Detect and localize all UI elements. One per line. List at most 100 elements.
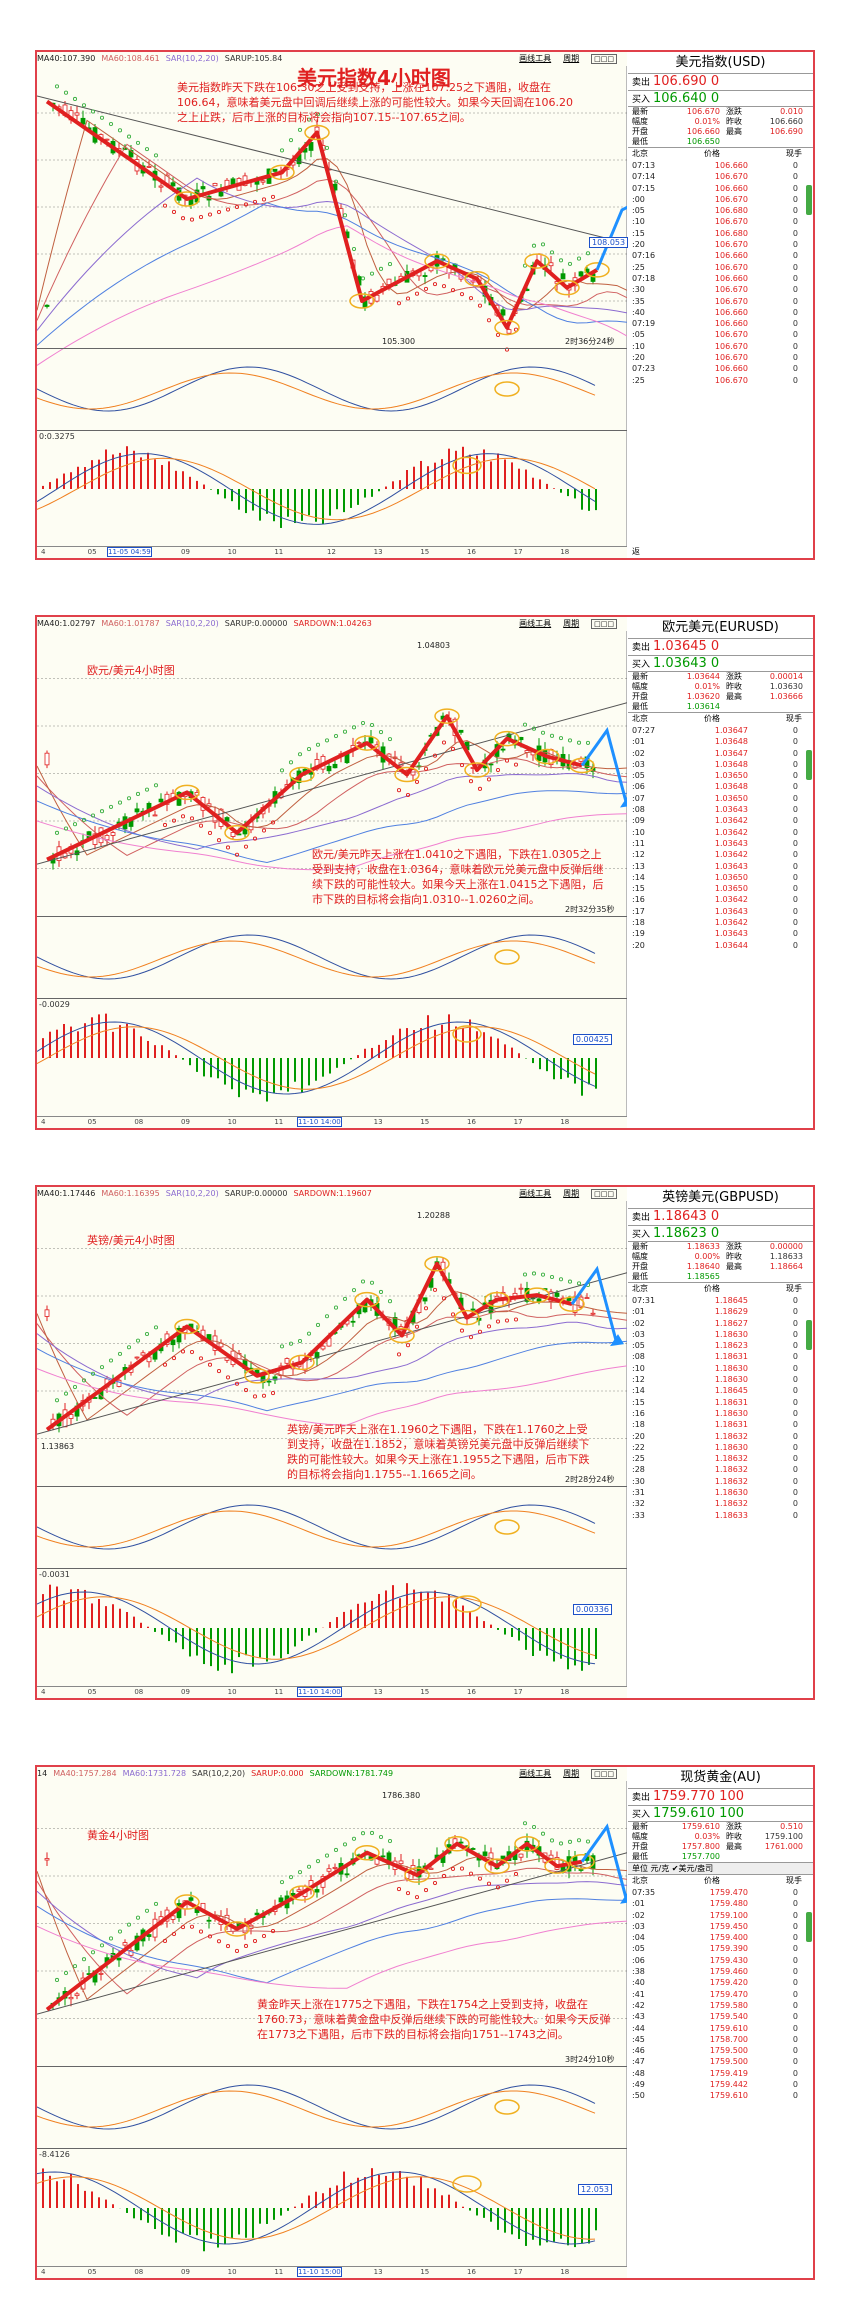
- tick-header: 北京 价格 现手: [628, 1874, 813, 1887]
- sar-dot: [396, 301, 402, 306]
- tick-time: :15: [632, 228, 645, 238]
- stat-label: [720, 1272, 748, 1282]
- draw-tool-link[interactable]: 画线工具: [519, 1189, 552, 1198]
- pivot-circle: [544, 1858, 570, 1874]
- sell-row[interactable]: 卖出 1759.770 100: [628, 1789, 813, 1805]
- sar-dot: [180, 1925, 186, 1930]
- draw-tool-link[interactable]: 画线工具: [519, 54, 552, 63]
- period-link[interactable]: 周期: [563, 619, 580, 628]
- sell-row[interactable]: 卖出 1.18643 0: [628, 1209, 813, 1225]
- tick-volume: 0: [792, 906, 798, 916]
- tick-row: :13 1.03643 0: [628, 861, 813, 872]
- sar-dot: [576, 1281, 582, 1286]
- buy-row[interactable]: 买入 106.640 0: [628, 90, 813, 106]
- tick-price: 1.03642: [714, 895, 748, 905]
- chart-area[interactable]: MA40:107.390 MA60:108.461 SAR(10,2,20) SARU…: [37, 52, 629, 558]
- time-axis: 4050809101112131516171811-10 15:00: [37, 2266, 627, 2278]
- tick-time: 07:13: [632, 161, 656, 170]
- chart-area[interactable]: MA40:1.02797 MA60:1.01787 SAR(10,2,20) SARU…: [37, 617, 627, 1128]
- sar-dot: [423, 766, 429, 771]
- tick-row: :12 1.03642 0: [628, 849, 813, 860]
- draw-tool-link[interactable]: 画线工具: [519, 619, 552, 628]
- zoom-buttons[interactable]: □□□: [591, 1189, 617, 1199]
- time-axis-tick: 09: [181, 2268, 190, 2276]
- candle-body: [380, 1855, 386, 1858]
- stat-label: 最高: [726, 692, 742, 701]
- tick-time: :40: [632, 307, 645, 317]
- candle-body: [272, 1376, 278, 1381]
- candle-body: [170, 1915, 176, 1920]
- chart-area[interactable]: MA40:1.17446 MA60:1.16395 SAR(10,2,20) SARU…: [37, 1187, 627, 1698]
- sar-dot: [261, 1393, 267, 1398]
- sell-row[interactable]: 卖出 1.03645 0: [628, 639, 813, 655]
- pivot-circle: [404, 1867, 430, 1883]
- sell-row[interactable]: 卖出 106.690 0: [628, 74, 813, 90]
- sar-dot: [468, 1335, 474, 1340]
- sar-dot: [144, 787, 150, 792]
- sar-dot: [54, 1977, 60, 1983]
- sar-dot: [108, 804, 114, 809]
- zoom-buttons[interactable]: □□□: [591, 1769, 617, 1779]
- sar-dot: [297, 1870, 303, 1875]
- sar-dot: [207, 830, 213, 836]
- zoom-buttons[interactable]: □□□: [591, 619, 617, 629]
- time-axis-tick: 05: [87, 1688, 97, 1696]
- tick-scrollbar[interactable]: [806, 1912, 812, 1942]
- indicator-label: MA40:1.17446: [37, 1189, 96, 1198]
- projection-arrow: [580, 727, 627, 806]
- period-link[interactable]: 周期: [563, 1769, 580, 1778]
- candle-body: [458, 729, 464, 733]
- pivot-circle: [389, 1327, 415, 1344]
- chart-area[interactable]: 14 MA40:1757.284 MA60:1731.728 SAR(10,2,20)…: [37, 1767, 627, 2278]
- sar-dot: [72, 96, 78, 102]
- zoom-buttons[interactable]: □□□: [591, 54, 617, 64]
- pivot-circle: [174, 1318, 200, 1335]
- sar-dot: [243, 202, 249, 207]
- candle-body: [488, 763, 494, 766]
- sar-dot: [396, 788, 402, 793]
- sar-dot: [270, 194, 276, 199]
- tick-scrollbar[interactable]: [806, 750, 812, 780]
- sar-dot: [414, 291, 420, 296]
- sar-dot: [63, 90, 69, 95]
- period-link[interactable]: 周期: [563, 54, 580, 63]
- candle-body: [578, 271, 584, 277]
- projection-arrow: [570, 1265, 619, 1345]
- candle-body: [110, 832, 116, 836]
- tick-scrollbar[interactable]: [806, 1320, 812, 1350]
- sar-dot: [81, 103, 87, 108]
- sar-dot: [432, 1287, 438, 1292]
- sar-dot: [531, 1824, 537, 1830]
- sar-dot: [540, 242, 546, 247]
- sar-dot: [414, 1324, 420, 1329]
- tick-time: :33: [632, 1510, 645, 1520]
- stat-label: [720, 1852, 748, 1862]
- draw-tool-link[interactable]: 画线工具: [519, 1769, 552, 1778]
- tick-price: 1759.400: [709, 1933, 748, 1943]
- tick-row: 07:15 106.660 0: [628, 183, 813, 194]
- tick-time: :31: [632, 1488, 645, 1498]
- tick-time: :10: [632, 341, 645, 351]
- tick-price: 1.03650: [714, 793, 748, 803]
- tick-time: :05: [632, 771, 645, 781]
- buy-row[interactable]: 买入 1.03643 0: [628, 655, 813, 671]
- unit-selector[interactable]: 单位 元/克 ✔美元/盎司: [628, 1862, 813, 1874]
- buy-row[interactable]: 买入 1.18623 0: [628, 1225, 813, 1241]
- buy-row[interactable]: 买入 1759.610 100: [628, 1805, 813, 1821]
- oscillator-circle: [494, 949, 520, 965]
- sar-dot: [333, 734, 339, 739]
- stat-label: 最高: [726, 127, 742, 136]
- tick-price: 1759.442: [709, 2080, 748, 2090]
- indicator-bar: MA40:1.17446 MA60:1.16395 SAR(10,2,20) SARU…: [37, 1187, 627, 1201]
- macd-value: -0.0029: [39, 1000, 70, 1009]
- stat-label: 最新: [632, 672, 648, 681]
- sar-dot: [252, 836, 258, 841]
- candle-body: [44, 1309, 50, 1317]
- sar-dot: [558, 736, 564, 741]
- candle-body: [128, 150, 134, 158]
- tick-scrollbar[interactable]: [806, 185, 812, 215]
- zigzag-path: [45, 99, 599, 330]
- tick-row: :12 1.18630 0: [628, 1374, 813, 1385]
- period-link[interactable]: 周期: [563, 1189, 580, 1198]
- time-axis-tick: 18: [560, 1688, 570, 1696]
